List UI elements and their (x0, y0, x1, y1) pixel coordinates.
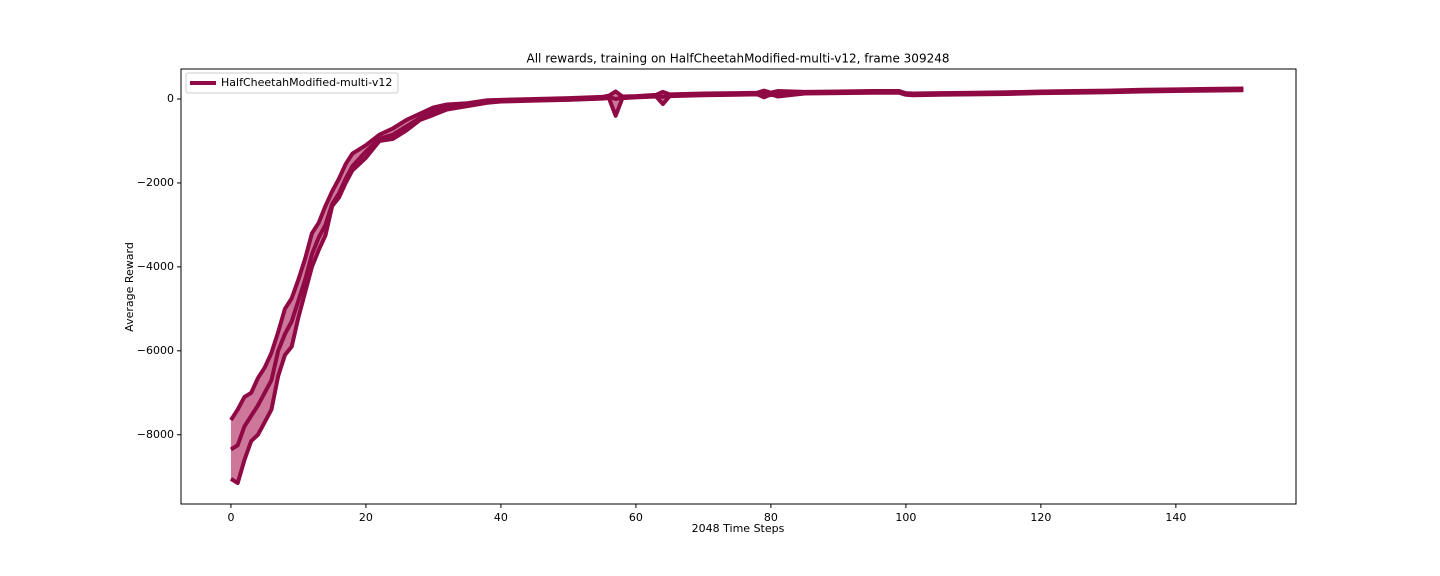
y-axis-label: Average Reward (123, 242, 136, 332)
x-tick-label: 60 (629, 511, 643, 524)
x-tick-label: 20 (359, 511, 373, 524)
x-tick-label: 120 (1030, 511, 1051, 524)
band (230, 88, 1244, 484)
legend-label: HalfCheetahModified-multi-v12 (221, 76, 392, 89)
plot-frame (180, 68, 1297, 505)
x-tick-label: 40 (494, 511, 508, 524)
band-edge (229, 88, 1244, 486)
y-tick-label: 0 (167, 92, 174, 105)
x-tick-label: 0 (227, 511, 234, 524)
y-tick-label: −4000 (137, 260, 174, 273)
legend-box (185, 72, 399, 94)
x-tick-label: 80 (764, 511, 778, 524)
line (229, 87, 1244, 452)
y-tick-label: −6000 (137, 344, 174, 357)
x-tick-label: 100 (895, 511, 916, 524)
x-tick-label: 140 (1165, 511, 1186, 524)
y-tick-label: −2000 (137, 176, 174, 189)
chart-title: All rewards, training on HalfCheetahModi… (527, 52, 950, 66)
x-axis-label: 2048 Time Steps (692, 522, 785, 535)
y-tick-label: −8000 (137, 428, 174, 441)
